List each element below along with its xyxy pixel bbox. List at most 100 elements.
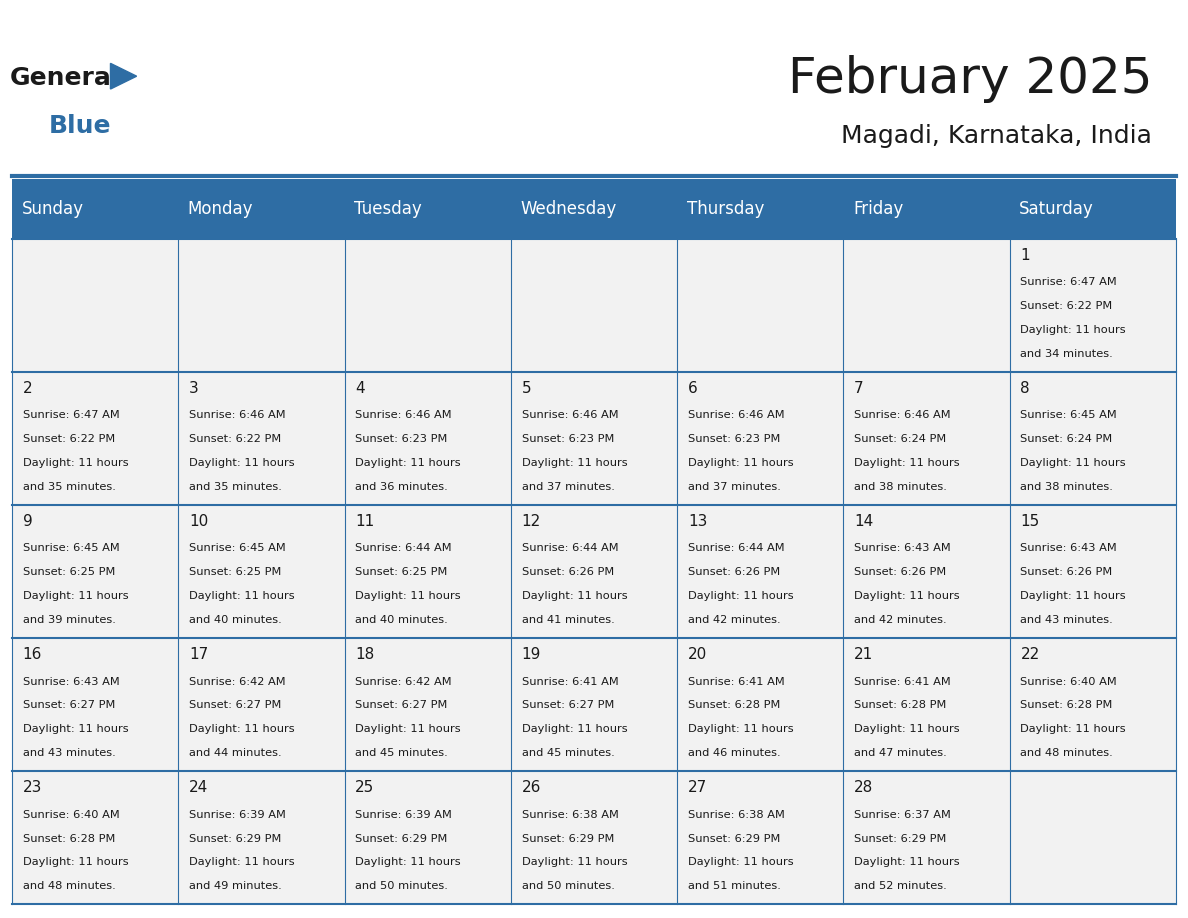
Text: Daylight: 11 hours: Daylight: 11 hours [355, 724, 461, 734]
Text: 23: 23 [23, 780, 42, 795]
Text: Daylight: 11 hours: Daylight: 11 hours [23, 591, 128, 601]
Text: Daylight: 11 hours: Daylight: 11 hours [688, 724, 794, 734]
Text: Daylight: 11 hours: Daylight: 11 hours [1020, 458, 1126, 468]
Text: Daylight: 11 hours: Daylight: 11 hours [1020, 591, 1126, 601]
Text: Daylight: 11 hours: Daylight: 11 hours [189, 458, 295, 468]
Text: Sunrise: 6:43 AM: Sunrise: 6:43 AM [1020, 543, 1117, 554]
Bar [345, 372, 511, 505]
Bar [345, 771, 511, 904]
Text: and 43 minutes.: and 43 minutes. [1020, 615, 1113, 625]
Bar [12, 239, 178, 372]
Text: Sunset: 6:29 PM: Sunset: 6:29 PM [854, 834, 947, 844]
Text: 18: 18 [355, 647, 374, 662]
Text: Sunset: 6:29 PM: Sunset: 6:29 PM [688, 834, 781, 844]
Text: Sunset: 6:26 PM: Sunset: 6:26 PM [1020, 567, 1113, 577]
Text: Daylight: 11 hours: Daylight: 11 hours [854, 591, 960, 601]
Text: Sunrise: 6:46 AM: Sunrise: 6:46 AM [355, 410, 451, 420]
Text: and 37 minutes.: and 37 minutes. [688, 482, 781, 492]
Bar [843, 239, 1010, 372]
Bar [1010, 372, 1176, 505]
Bar [843, 372, 1010, 505]
Text: Thursday: Thursday [687, 200, 764, 218]
Text: Sunset: 6:26 PM: Sunset: 6:26 PM [854, 567, 947, 577]
Text: Daylight: 11 hours: Daylight: 11 hours [189, 724, 295, 734]
Text: Sunset: 6:28 PM: Sunset: 6:28 PM [1020, 700, 1113, 711]
Text: 5: 5 [522, 381, 531, 396]
Text: Sunrise: 6:46 AM: Sunrise: 6:46 AM [854, 410, 950, 420]
Text: 8: 8 [1020, 381, 1030, 396]
Text: 22: 22 [1020, 647, 1040, 662]
Text: Tuesday: Tuesday [354, 200, 422, 218]
Text: Sunset: 6:29 PM: Sunset: 6:29 PM [189, 834, 282, 844]
Text: and 36 minutes.: and 36 minutes. [355, 482, 448, 492]
Text: Sunrise: 6:42 AM: Sunrise: 6:42 AM [189, 677, 285, 687]
Text: Daylight: 11 hours: Daylight: 11 hours [688, 458, 794, 468]
Text: 20: 20 [688, 647, 707, 662]
Text: Daylight: 11 hours: Daylight: 11 hours [522, 724, 627, 734]
Text: Sunrise: 6:40 AM: Sunrise: 6:40 AM [1020, 677, 1117, 687]
Text: Monday: Monday [188, 200, 253, 218]
Text: Sunrise: 6:41 AM: Sunrise: 6:41 AM [854, 677, 950, 687]
Bar [178, 638, 345, 771]
Text: and 37 minutes.: and 37 minutes. [522, 482, 614, 492]
Text: Sunset: 6:23 PM: Sunset: 6:23 PM [355, 434, 448, 444]
Text: and 35 minutes.: and 35 minutes. [189, 482, 282, 492]
Bar [511, 505, 677, 638]
Text: Sunset: 6:22 PM: Sunset: 6:22 PM [23, 434, 115, 444]
Bar [12, 372, 178, 505]
Bar [677, 638, 843, 771]
Text: 2: 2 [23, 381, 32, 396]
Text: Daylight: 11 hours: Daylight: 11 hours [854, 724, 960, 734]
Text: Sunrise: 6:44 AM: Sunrise: 6:44 AM [688, 543, 784, 554]
Bar [12, 771, 178, 904]
Bar [843, 505, 1010, 638]
Text: Sunrise: 6:47 AM: Sunrise: 6:47 AM [1020, 277, 1117, 287]
Text: Sunrise: 6:46 AM: Sunrise: 6:46 AM [522, 410, 618, 420]
Text: Daylight: 11 hours: Daylight: 11 hours [854, 458, 960, 468]
Text: Sunset: 6:27 PM: Sunset: 6:27 PM [23, 700, 115, 711]
Bar [1010, 638, 1176, 771]
Text: 26: 26 [522, 780, 541, 795]
Text: 9: 9 [23, 514, 32, 529]
Text: Sunrise: 6:45 AM: Sunrise: 6:45 AM [189, 543, 285, 554]
Bar [12, 505, 178, 638]
Text: Sunset: 6:24 PM: Sunset: 6:24 PM [1020, 434, 1113, 444]
Text: 3: 3 [189, 381, 198, 396]
Text: and 45 minutes.: and 45 minutes. [522, 748, 614, 758]
Text: Sunset: 6:25 PM: Sunset: 6:25 PM [23, 567, 115, 577]
Bar [178, 771, 345, 904]
Text: and 50 minutes.: and 50 minutes. [355, 881, 448, 891]
Bar [12, 179, 1176, 239]
Text: 12: 12 [522, 514, 541, 529]
Text: Sunrise: 6:43 AM: Sunrise: 6:43 AM [854, 543, 950, 554]
Text: Daylight: 11 hours: Daylight: 11 hours [854, 857, 960, 868]
Text: and 45 minutes.: and 45 minutes. [355, 748, 448, 758]
Text: Daylight: 11 hours: Daylight: 11 hours [522, 458, 627, 468]
Text: Daylight: 11 hours: Daylight: 11 hours [522, 591, 627, 601]
Text: 19: 19 [522, 647, 541, 662]
Bar [511, 372, 677, 505]
Text: and 49 minutes.: and 49 minutes. [189, 881, 282, 891]
Text: 14: 14 [854, 514, 873, 529]
Text: Daylight: 11 hours: Daylight: 11 hours [23, 857, 128, 868]
Text: Sunset: 6:25 PM: Sunset: 6:25 PM [189, 567, 282, 577]
Text: Sunset: 6:22 PM: Sunset: 6:22 PM [1020, 301, 1113, 311]
Bar [178, 372, 345, 505]
Text: Sunrise: 6:45 AM: Sunrise: 6:45 AM [1020, 410, 1117, 420]
Text: and 42 minutes.: and 42 minutes. [854, 615, 947, 625]
Text: Sunrise: 6:37 AM: Sunrise: 6:37 AM [854, 810, 952, 820]
Text: and 41 minutes.: and 41 minutes. [522, 615, 614, 625]
Text: Sunset: 6:27 PM: Sunset: 6:27 PM [355, 700, 448, 711]
Text: Sunset: 6:23 PM: Sunset: 6:23 PM [688, 434, 781, 444]
Text: Daylight: 11 hours: Daylight: 11 hours [522, 857, 627, 868]
Text: 13: 13 [688, 514, 707, 529]
Text: Sunset: 6:26 PM: Sunset: 6:26 PM [522, 567, 614, 577]
Text: and 34 minutes.: and 34 minutes. [1020, 349, 1113, 359]
Text: Sunrise: 6:44 AM: Sunrise: 6:44 AM [522, 543, 618, 554]
Bar [178, 505, 345, 638]
Text: Sunset: 6:26 PM: Sunset: 6:26 PM [688, 567, 781, 577]
Text: and 40 minutes.: and 40 minutes. [355, 615, 448, 625]
Text: Sunrise: 6:39 AM: Sunrise: 6:39 AM [189, 810, 286, 820]
Bar [345, 505, 511, 638]
Text: Saturday: Saturday [1019, 200, 1094, 218]
